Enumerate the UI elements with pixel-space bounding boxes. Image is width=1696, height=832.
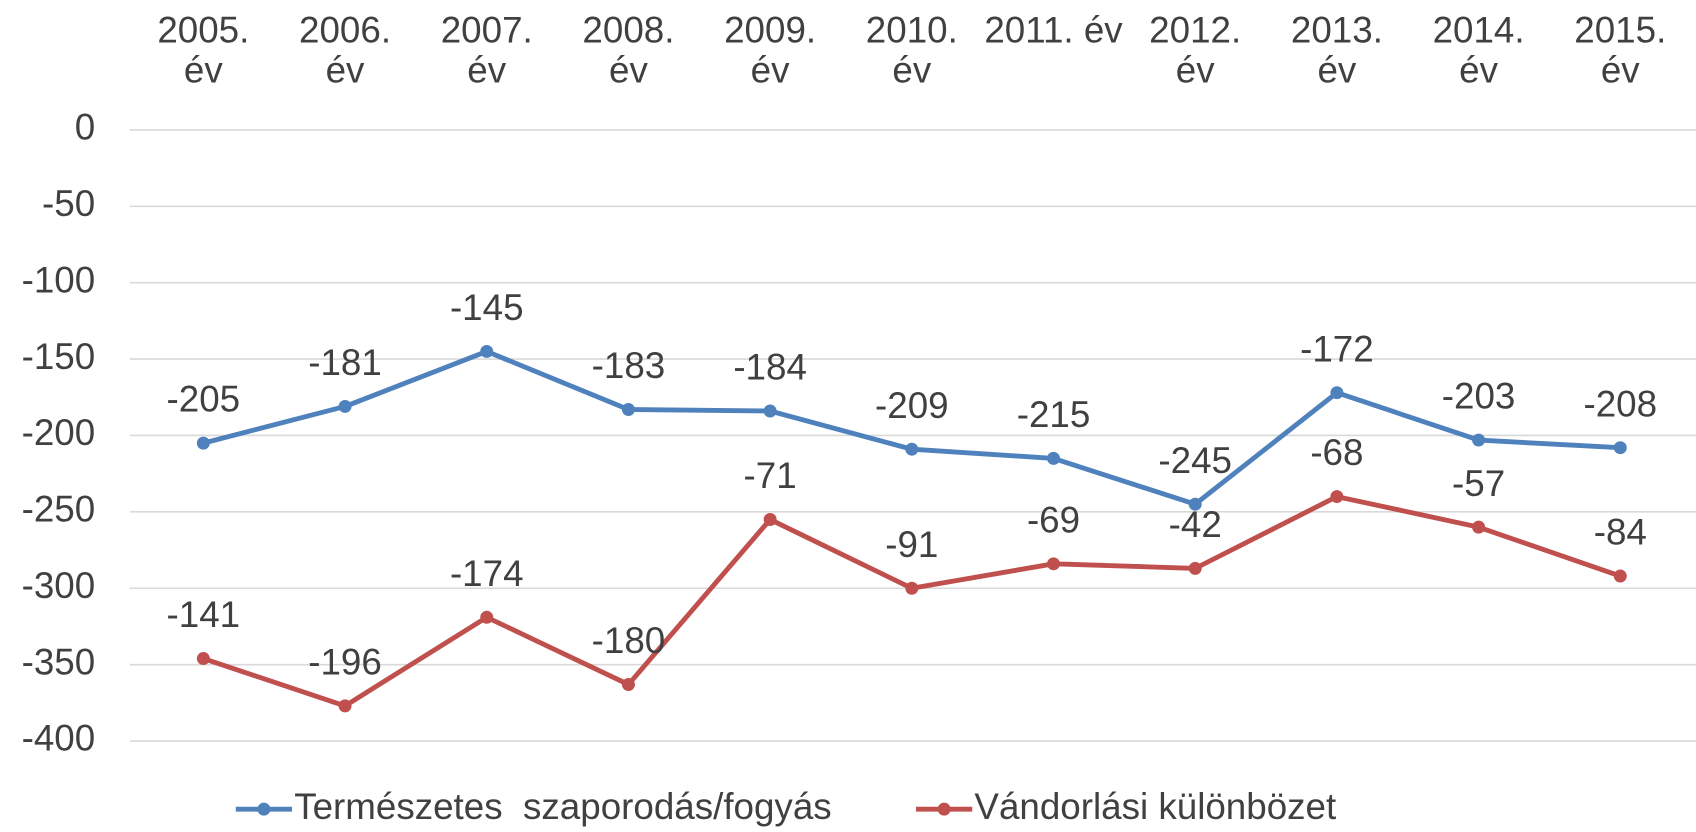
data-label: -183 [592, 345, 666, 386]
y-tick-label: -400 [22, 718, 96, 759]
data-label: -208 [1583, 383, 1657, 424]
x-tick-label-box: 2011. év [984, 10, 1123, 51]
data-label: -68 [1310, 432, 1363, 473]
data-label: -205 [167, 379, 241, 420]
x-tick-label-box: 2008. év [582, 10, 675, 91]
data-label: -180 [592, 620, 666, 661]
y-tick-label: -350 [22, 641, 96, 682]
data-label: -245 [1158, 440, 1232, 481]
x-tick-label-box: 2010. év [865, 10, 958, 91]
point [905, 581, 919, 595]
x-tick-label: 2006. év [299, 10, 392, 91]
y-tick-label: -300 [22, 565, 96, 606]
legend-label: Vándorlási különbözet [974, 786, 1336, 827]
y-tick-label: 0 [75, 107, 95, 148]
x-tick-label-box: 2015. év [1574, 10, 1667, 91]
x-tick-label-box: 2006. év [299, 10, 392, 91]
data-label: -196 [308, 642, 382, 683]
data-label: -209 [875, 385, 949, 426]
data-label: -84 [1594, 512, 1647, 553]
x-tick-label-box: 2007. év [440, 10, 533, 91]
point [1188, 497, 1202, 511]
point [763, 404, 777, 418]
x-tick-label: 2010. év [865, 10, 958, 91]
point [480, 610, 494, 624]
x-tick-label: 2014. év [1432, 10, 1525, 91]
y-tick-label: -100 [22, 259, 96, 300]
data-label: -71 [744, 455, 797, 496]
point [196, 652, 210, 666]
point [1613, 569, 1627, 583]
x-tick-label: 2012. év [1149, 10, 1242, 91]
x-tick-label: 2007. év [440, 10, 533, 91]
x-tick-label: 2009. év [724, 10, 817, 91]
data-label: -181 [308, 342, 382, 383]
data-label: -141 [167, 594, 241, 635]
point [621, 678, 635, 691]
data-label: -215 [1017, 394, 1091, 435]
data-label: -174 [450, 553, 524, 594]
data-label: -91 [885, 524, 938, 565]
x-tick-label: 2011. év [984, 10, 1123, 51]
point [905, 442, 919, 456]
point [1613, 441, 1627, 455]
point [763, 513, 777, 526]
data-label: -42 [1169, 504, 1222, 545]
data-label: -57 [1452, 463, 1505, 504]
legend-label: Természetes szaporodás/fogyás [294, 786, 831, 827]
point [338, 399, 352, 413]
x-tick-label-box: 2013. év [1290, 10, 1383, 91]
point [480, 344, 494, 358]
x-tick-label-box: 2012. év [1149, 10, 1242, 91]
data-label: -69 [1027, 499, 1080, 540]
x-tick-label: 2013. év [1290, 10, 1383, 91]
legend-marker [257, 802, 271, 816]
data-label: -172 [1300, 328, 1374, 369]
series-line [202, 349, 1621, 507]
y-tick-label: -200 [22, 412, 96, 453]
y-tick-label: -150 [22, 336, 96, 377]
legend-marker [937, 802, 951, 816]
x-tick-label: 2015. év [1574, 10, 1667, 91]
point [621, 403, 635, 416]
point [196, 436, 210, 450]
x-tick-label-box: 2014. év [1432, 10, 1525, 91]
y-tick-label: -250 [22, 489, 96, 530]
data-label: -145 [450, 287, 524, 328]
data-label: -203 [1442, 376, 1516, 417]
point [338, 699, 352, 713]
point [1330, 386, 1344, 400]
point [1472, 520, 1486, 534]
x-tick-label-box: 2005. év [157, 10, 250, 91]
data-label: -184 [733, 347, 807, 388]
point [1188, 561, 1202, 575]
point [1472, 433, 1486, 447]
y-tick-label: -50 [42, 183, 95, 224]
x-tick-label-box: 2009. év [724, 10, 817, 91]
point [1047, 451, 1060, 465]
point [1330, 490, 1344, 504]
x-tick-label: 2008. év [582, 10, 675, 91]
x-tick-label: 2005. év [157, 10, 250, 91]
point [1047, 557, 1060, 571]
